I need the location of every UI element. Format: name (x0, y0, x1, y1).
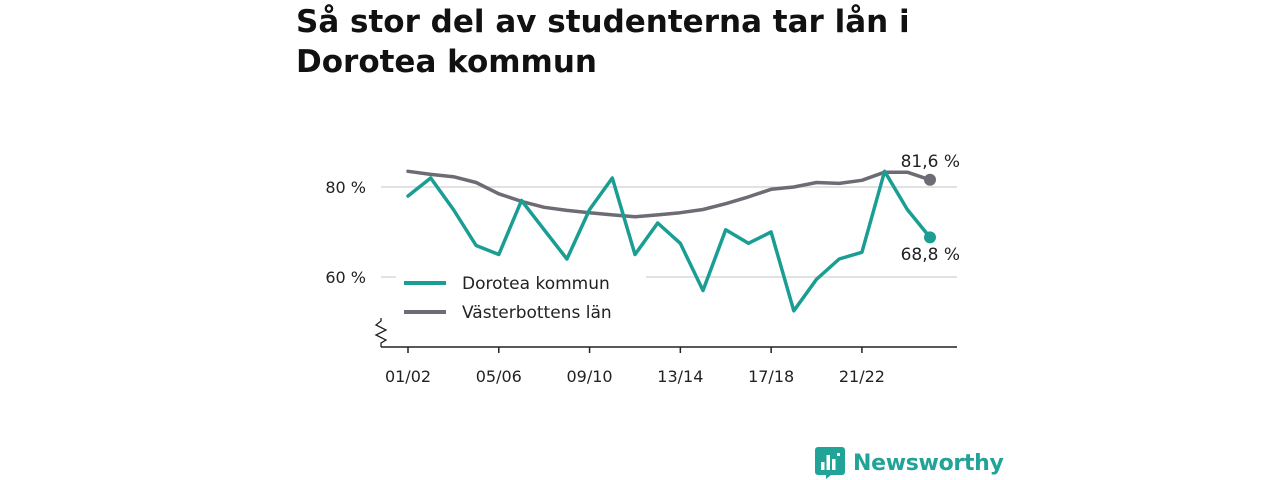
x-tick-label: 17/18 (748, 367, 794, 386)
newsworthy-logo[interactable]: Newsworthy (815, 446, 1004, 480)
y-tick-label: 60 % (325, 268, 366, 287)
legend-label: Dorotea kommun (462, 274, 610, 294)
series-line (406, 169, 932, 219)
end-label: 68,8 % (901, 245, 960, 265)
x-tick-label: 09/10 (567, 367, 613, 386)
series-line (406, 169, 932, 313)
x-tick-label: 21/22 (839, 367, 885, 386)
newsworthy-icon (815, 447, 845, 479)
x-tick-label: 01/02 (385, 367, 431, 386)
legend-background (396, 266, 646, 328)
legend-label: Västerbottens län (462, 303, 612, 323)
x-tick-label: 05/06 (476, 367, 522, 386)
end-label: 81,6 % (901, 152, 960, 172)
series-end-marker (924, 173, 936, 186)
chart-title: Så stor del av studenterna tar lån i Dor… (296, 4, 910, 80)
y-tick-label: 80 % (325, 178, 366, 197)
series-end-marker (924, 231, 936, 244)
axis-break-icon (374, 318, 388, 347)
x-tick-label: 13/14 (657, 367, 703, 386)
brand-name: Newsworthy (853, 450, 1004, 476)
